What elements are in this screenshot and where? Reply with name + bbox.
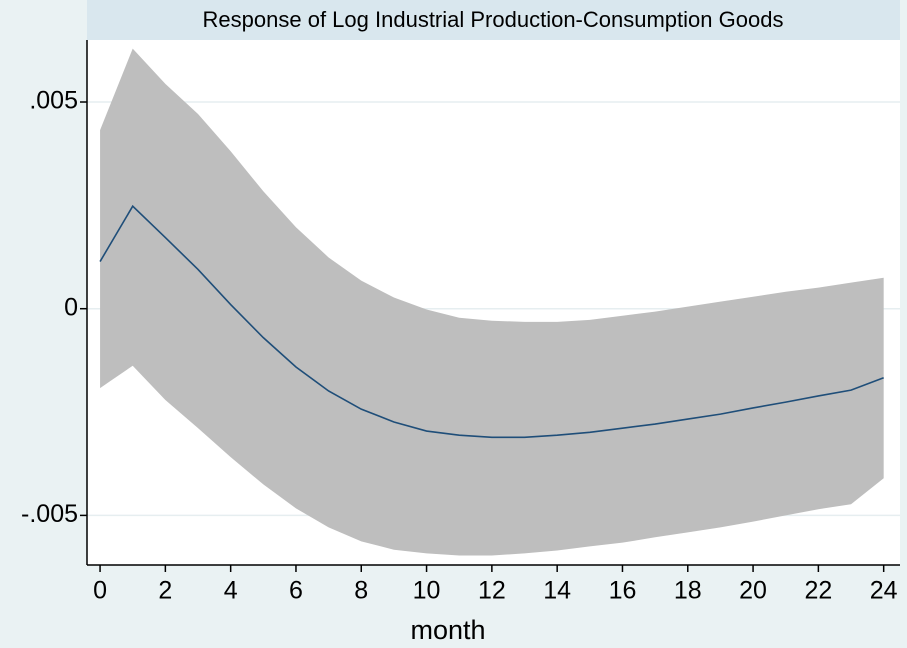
x-tick-label: 0 [93, 577, 107, 605]
y-tick-label: -.005 [21, 500, 78, 528]
title-band [87, 0, 900, 40]
confidence-band [100, 48, 884, 556]
x-tick-label: 24 [870, 577, 898, 605]
x-tick-label: 12 [478, 577, 506, 605]
chart-title: Response of Log Industrial Production-Co… [203, 7, 784, 32]
x-tick-label: 16 [609, 577, 637, 605]
y-tick-label: 0 [64, 293, 78, 321]
x-tick-label: 18 [674, 577, 702, 605]
x-tick-label: 22 [804, 577, 832, 605]
x-tick-label: 20 [739, 577, 767, 605]
y-tick-label: .005 [29, 87, 78, 115]
x-tick-label: 4 [224, 577, 238, 605]
x-tick-label: 6 [289, 577, 303, 605]
x-axis-label: month [410, 615, 485, 645]
x-tick-label: 8 [354, 577, 368, 605]
line [99, 204, 884, 439]
x-tick-label: 14 [543, 577, 571, 605]
x-tick-label: 10 [413, 577, 441, 605]
x-tick-label: 2 [158, 577, 172, 605]
